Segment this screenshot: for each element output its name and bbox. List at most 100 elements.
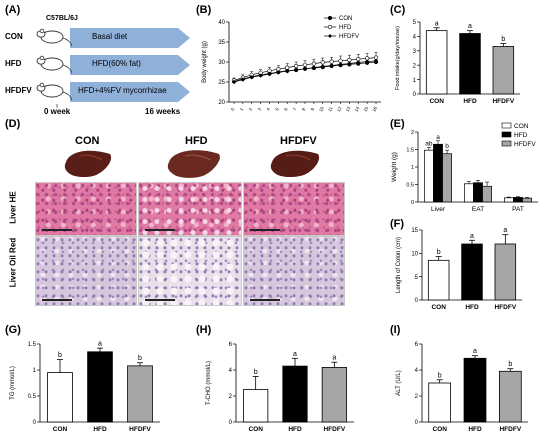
- significance-letter: a: [435, 20, 439, 27]
- panel-label-i: (I): [390, 324, 401, 336]
- data-point: [338, 62, 343, 67]
- y-tick-label: 30: [218, 60, 225, 66]
- scale-bar: [42, 229, 72, 231]
- y-tick-label: 0: [33, 420, 37, 426]
- data-point: [311, 61, 316, 66]
- y-axis-label: Weight (g): [391, 152, 398, 182]
- data-point: [347, 61, 352, 66]
- x-tick-label: HFDFV: [129, 426, 151, 433]
- group-title-con: CON: [75, 135, 100, 147]
- bar: [427, 259, 450, 301]
- legend-marker: [327, 24, 333, 30]
- panel-label-h: (H): [196, 324, 212, 336]
- histology-oil-con: [35, 236, 137, 306]
- scale-bar: [250, 299, 280, 301]
- bar: [424, 149, 434, 203]
- y-tick-label: 2: [415, 394, 419, 400]
- bar: [473, 182, 483, 203]
- significance-letter: b: [437, 249, 441, 256]
- y-tick-label: 0: [229, 420, 233, 426]
- bar: [127, 365, 153, 423]
- histology-he-con: [35, 182, 137, 236]
- panel-label-a: (A): [5, 4, 21, 16]
- bar: [425, 30, 448, 95]
- y-tick-label: 1: [411, 165, 414, 171]
- chart-tg: 0 0.5 1 1.5 TG (mmol/L) b CON a HFD b HFDFV: [10, 341, 160, 433]
- legend-label: HFDFV: [339, 34, 359, 40]
- end-week-label: 16 weeks: [145, 107, 181, 116]
- scale-bar: [145, 229, 175, 231]
- y-tick-label: 2: [229, 394, 233, 400]
- x-tick-label: HFD: [463, 98, 477, 105]
- group-label-con: CON: [5, 32, 23, 41]
- data-point: [364, 59, 370, 64]
- data-point: [293, 67, 299, 73]
- significance-letter: b: [58, 352, 62, 359]
- group-title-hfd: HFD: [185, 135, 208, 147]
- legend-swatch: [501, 140, 512, 147]
- legend-marker: [327, 15, 333, 21]
- y-tick-label: 5: [415, 275, 419, 281]
- bar: [463, 357, 487, 423]
- histology-oil-hfdfv: [243, 236, 345, 306]
- y-axis-label: Body weight (g): [202, 41, 208, 83]
- x-tick-label: EAT: [472, 206, 484, 213]
- data-point: [320, 64, 325, 69]
- arrow-con: [36, 28, 190, 48]
- x-tick-label: HFD: [288, 426, 302, 433]
- x-tick-label: 8: [301, 106, 307, 111]
- x-tick-label: 10: [318, 105, 325, 112]
- x-tick-label: PAT: [512, 206, 524, 213]
- scale-bar: [250, 229, 280, 231]
- x-tick-label: 7: [292, 106, 298, 111]
- data-point: [285, 69, 290, 74]
- legend-swatch: [501, 131, 512, 138]
- y-tick-label: 15: [411, 228, 418, 234]
- liver-photo-hfdfv: [270, 150, 320, 177]
- significance-letter: a: [332, 355, 336, 362]
- significance-letter: a: [503, 227, 507, 234]
- data-point: [311, 65, 317, 70]
- chart-food-intake: 0 1 2 3 4 5 Food intake(g/day/mouse) a CON a HFD b H…: [395, 20, 520, 105]
- bar: [47, 372, 73, 423]
- bar: [428, 382, 452, 423]
- x-tick-label: 11: [327, 106, 334, 113]
- liver-photo-hfd: [167, 150, 220, 178]
- x-tick-label: 2: [248, 106, 254, 111]
- y-tick-label: 6: [415, 342, 419, 348]
- legend-label: HFD: [339, 25, 352, 31]
- y-tick-label: 1: [33, 368, 37, 374]
- data-point: [347, 57, 352, 63]
- x-tick-label: 15: [362, 105, 369, 112]
- significance-letter: a: [436, 134, 440, 141]
- data-point: [302, 66, 308, 71]
- x-tick-label: HFD: [468, 426, 482, 433]
- panel-label-b: (B): [196, 4, 212, 16]
- data-point: [329, 63, 334, 68]
- histology-he-hfd: [138, 182, 242, 236]
- significance-letter: a: [468, 23, 472, 30]
- x-tick-label: HFDFV: [494, 304, 516, 311]
- x-tick-label: 16: [371, 105, 378, 112]
- data-point: [373, 58, 379, 63]
- data-point: [338, 58, 343, 63]
- data-point: [320, 60, 325, 65]
- bar: [494, 243, 517, 301]
- significance-letter: b: [445, 143, 449, 150]
- y-tick-label: 0.5: [406, 183, 414, 189]
- x-tick-label: HFDFV: [499, 426, 521, 433]
- x-tick-label: 3: [257, 106, 263, 111]
- y-tick-label: 0: [415, 420, 419, 426]
- x-tick-label: CON: [53, 426, 68, 433]
- y-tick-label: 40: [218, 20, 225, 26]
- y-tick-label: 1: [413, 78, 417, 84]
- x-tick-label: HFDFV: [323, 426, 345, 433]
- diet-label-hfdfv: HFD+4%FV mycorrhizae: [78, 86, 167, 95]
- x-tick-label: 9: [310, 106, 316, 111]
- y-tick-label: 4: [413, 35, 417, 41]
- x-tick-label: 14: [354, 105, 361, 112]
- bar: [433, 143, 443, 203]
- bar: [513, 197, 523, 203]
- y-tick-label: 2: [411, 130, 414, 136]
